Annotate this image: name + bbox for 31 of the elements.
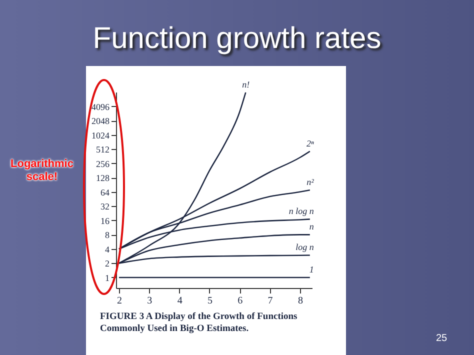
series-label: n (309, 222, 314, 232)
caption: FIGURE 3 A Display of the Growth of Functions Commonly Used in Big-O Estimates. (100, 311, 298, 335)
y-tick-label: 64 (100, 187, 110, 198)
y-tick-label: 256 (96, 158, 110, 169)
x-tick-label: 7 (268, 296, 273, 306)
y-tick-label: 1 (105, 272, 110, 283)
series-label: log n (296, 242, 314, 252)
chart-title: Function growth rates (92, 22, 382, 56)
y-tick-label: 16 (100, 216, 110, 226)
series-label: n log n (288, 206, 314, 216)
y-tick-label: 2048 (92, 116, 110, 126)
x-tick-label: 4 (177, 296, 182, 306)
text: Logarithmic scale! (10, 158, 74, 184)
series-label: 2ⁿ (306, 138, 314, 148)
y-tick-label: 8 (105, 230, 110, 240)
y-tick-label: 2 (105, 258, 110, 269)
y-tick-label: 32 (100, 202, 110, 212)
y-tick-label: 512 (96, 144, 110, 155)
y-tick-label: 4096 (92, 102, 110, 112)
x-tick-label: 5 (207, 296, 212, 306)
y-tick-label: 1024 (92, 130, 110, 140)
x-tick-label: 2 (117, 296, 122, 306)
x-tick-label: 3 (147, 296, 152, 306)
x-tick-label: 6 (238, 296, 243, 306)
x-tick-label: 8 (298, 296, 303, 306)
series-label: n! (242, 79, 250, 90)
series-label: n² (306, 177, 314, 188)
series-label: 1 (309, 264, 314, 274)
y-tick-label: 128 (96, 173, 110, 184)
text: 25 (436, 333, 448, 344)
y-tick-label: 4 (105, 244, 110, 254)
